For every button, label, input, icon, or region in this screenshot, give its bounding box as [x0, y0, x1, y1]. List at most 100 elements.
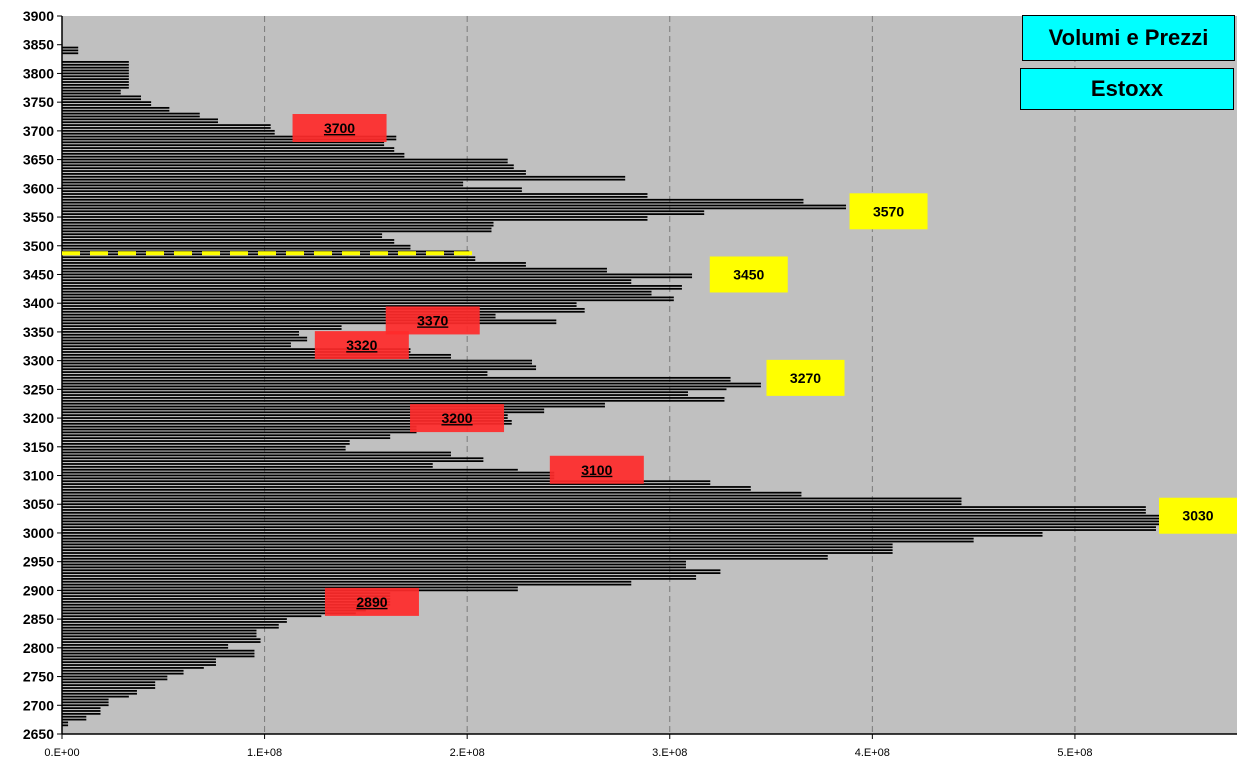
volume-bar	[62, 359, 532, 362]
volume-bar	[62, 411, 545, 414]
volume-bar	[62, 336, 308, 339]
price-label-yellow: 3030	[1182, 508, 1213, 524]
volume-bar	[62, 460, 484, 462]
volume-bar	[62, 632, 257, 635]
volume-bar	[62, 49, 79, 52]
volume-bar	[62, 190, 522, 193]
volume-bar	[62, 695, 129, 698]
y-tick-label: 3000	[23, 525, 54, 541]
y-tick-label: 2850	[23, 611, 54, 627]
volume-bar	[62, 310, 585, 313]
y-tick-label: 3600	[23, 180, 54, 196]
volume-bar	[62, 577, 697, 580]
price-label-red: 3370	[417, 312, 448, 328]
volume-bar	[62, 247, 411, 250]
volume-bar	[62, 270, 607, 273]
volume-bar	[62, 342, 291, 345]
volume-bar	[62, 267, 607, 270]
volume-bar	[62, 230, 492, 233]
volume-bar	[62, 543, 893, 546]
volume-bar	[62, 141, 385, 144]
volume-bar	[62, 207, 847, 210]
volume-bar	[62, 445, 346, 448]
volume-bar	[62, 196, 648, 198]
price-label-yellow: 3270	[790, 370, 821, 386]
volume-bar	[62, 379, 731, 382]
volume-bar	[62, 236, 383, 238]
volume-bar	[62, 184, 464, 187]
volume-bar	[62, 89, 121, 92]
volume-bar	[62, 649, 255, 652]
volume-bar	[62, 555, 828, 557]
volume-bar	[62, 348, 411, 350]
volume-bar	[62, 402, 605, 405]
x-tick-label: 5.E+08	[1057, 747, 1092, 759]
volume-bar	[62, 144, 385, 147]
volume-bar	[62, 319, 557, 322]
volume-bar	[62, 534, 1043, 537]
volume-bar	[62, 46, 79, 49]
volume-bar	[62, 509, 1146, 511]
volume-bar	[62, 414, 508, 417]
volume-bar	[62, 511, 1146, 514]
volume-bar	[62, 486, 751, 488]
y-tick-label: 2650	[23, 726, 54, 742]
volume-bar	[62, 491, 802, 494]
volume-bar	[62, 333, 300, 336]
volume-bar	[62, 615, 322, 618]
volume-bar	[62, 675, 168, 678]
volume-bar	[62, 152, 405, 155]
volume-bar	[62, 353, 451, 356]
y-tick-label: 3900	[23, 8, 54, 24]
volume-bar	[62, 296, 674, 299]
volume-bar	[62, 638, 261, 641]
volume-bar	[62, 520, 1175, 523]
volume-bar	[62, 537, 974, 540]
volume-bar	[62, 322, 557, 325]
volume-bar	[62, 259, 476, 261]
volume-bar	[62, 351, 411, 353]
volume-bar	[62, 724, 69, 727]
chart-title-text: Volumi e Prezzi	[1048, 25, 1209, 50]
volume-bar	[62, 106, 170, 109]
price-label-red-box	[549, 455, 644, 484]
volume-bar	[62, 428, 417, 431]
volume-bar	[62, 532, 1043, 534]
volume-bar	[62, 454, 451, 457]
volume-bar	[62, 81, 129, 83]
volume-bar	[62, 463, 433, 465]
volume-bar	[62, 580, 632, 583]
volume-bar	[62, 204, 847, 207]
y-tick-label: 3300	[23, 353, 54, 369]
volume-bar	[62, 328, 342, 330]
x-tick-label: 2.E+08	[450, 747, 485, 759]
volume-bar	[62, 282, 632, 284]
volume-bar	[62, 667, 204, 669]
price-label-yellow-box	[1159, 497, 1237, 534]
volume-bar	[62, 213, 705, 216]
volume-bar	[62, 325, 342, 328]
volume-bar	[62, 198, 804, 201]
volume-bar	[62, 164, 514, 167]
volume-bar	[62, 276, 693, 279]
y-tick-label: 3500	[23, 238, 54, 254]
y-tick-label: 3350	[23, 324, 54, 340]
volume-bar	[62, 442, 350, 445]
volume-bar	[62, 692, 137, 695]
volume-bar	[62, 623, 279, 626]
volume-bar	[62, 689, 137, 692]
volume-bar	[62, 201, 804, 204]
volume-bar	[62, 394, 688, 396]
volume-bar	[62, 451, 451, 454]
volume-bar	[62, 425, 417, 428]
volume-bar	[62, 221, 494, 224]
volume-bar	[62, 652, 255, 655]
volume-bar	[62, 569, 721, 572]
volume-bar	[62, 641, 261, 643]
volume-bar	[62, 468, 518, 471]
volume-bar	[62, 115, 200, 118]
volume-bar	[62, 227, 492, 230]
volume-bar	[62, 646, 229, 649]
volume-bar	[62, 61, 129, 63]
volume-bar	[62, 262, 526, 264]
